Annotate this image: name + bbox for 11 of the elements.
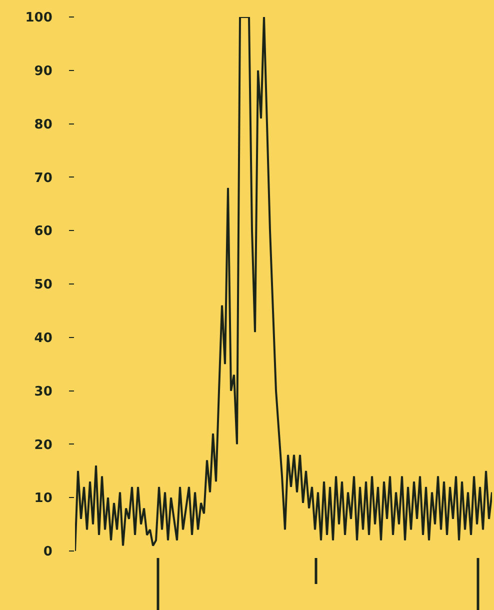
y-tick-label: 90 [34,64,52,79]
y-tick-label: 20 [34,438,52,453]
y-tick-label: 0 [43,544,52,560]
y-tick-label: 40 [34,330,52,346]
y-tick-label: 80 [34,117,52,132]
y-tick-label: 60 [34,224,52,240]
y-tick-label: 70 [34,170,52,186]
y-tick-label: 10 [34,491,52,506]
y-tick-label: 50 [34,278,52,293]
y-tick-label: 100 [25,10,52,26]
y-tick-label: 30 [34,384,52,400]
